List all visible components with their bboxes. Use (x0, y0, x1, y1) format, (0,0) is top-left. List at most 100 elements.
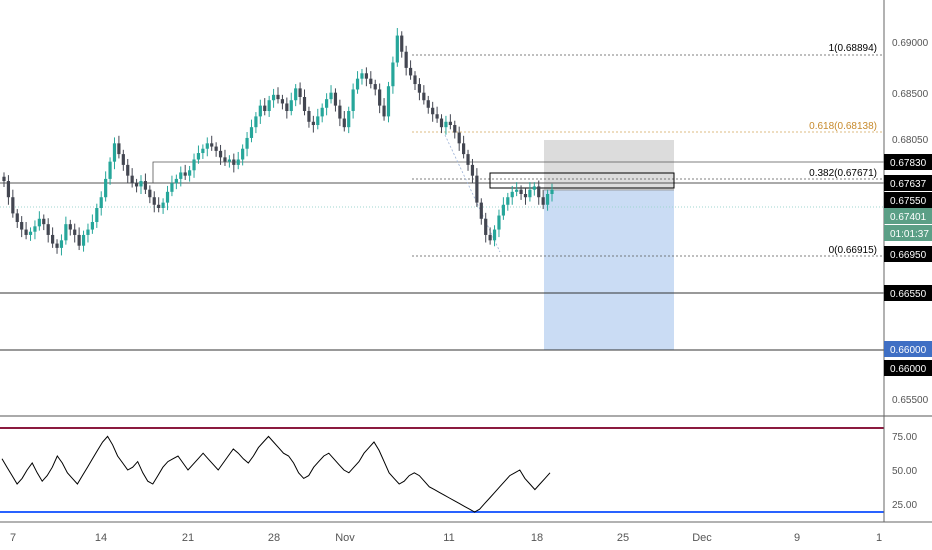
price-label-66000: 0.66000 (890, 364, 927, 375)
candle-body (174, 178, 178, 184)
price-label-67637-bg (884, 175, 932, 191)
candle-body (210, 143, 214, 147)
current-price-label: 0.67401 (890, 212, 927, 223)
candles-layer (2, 28, 554, 256)
candle-body (90, 222, 94, 230)
candle-body (462, 143, 466, 155)
price-tick-68500: 0.68500 (892, 89, 929, 100)
candle-body (152, 197, 156, 205)
candle-body (205, 143, 209, 149)
candle-body (537, 186, 541, 198)
price-label-67550-bg (884, 192, 932, 208)
supply-zone-box[interactable] (489, 172, 675, 189)
candle-body (46, 224, 50, 235)
candle-body (51, 234, 55, 244)
price-label-66000-blue: 0.66000 (890, 345, 927, 356)
candle-body (6, 181, 11, 198)
price-label-67830: 0.67830 (890, 158, 927, 169)
price-label-67637: 0.67637 (890, 179, 927, 190)
current-price-label-bg (884, 208, 932, 224)
rsi-axis[interactable]: 75.00 50.00 25.00 (892, 432, 917, 511)
time-axis[interactable]: 7 14 21 28 Nov 11 18 25 Dec 9 1 (10, 532, 882, 544)
candle-body (342, 118, 346, 128)
time-tick-7: 7 (10, 532, 16, 544)
candle-body (148, 189, 152, 198)
candle-body (541, 197, 545, 205)
candle-body (338, 105, 342, 119)
level-67830[interactable] (152, 161, 884, 183)
candle-body (2, 176, 6, 182)
price-label-66950-bg (884, 246, 932, 262)
candle-body (271, 94, 276, 101)
candle-body (320, 107, 324, 117)
stop-zone[interactable] (544, 140, 674, 190)
candle-body (24, 229, 28, 235)
candle-body (364, 73, 368, 79)
candle-body (64, 224, 68, 241)
candle-body (373, 84, 377, 90)
rsi-tick-75: 75.00 (892, 432, 917, 443)
candle-body (157, 204, 161, 208)
fibonacci-retracement[interactable]: 1(0.68894) 0.618(0.68138) 0.382(0.67671)… (412, 43, 884, 257)
candle-body (139, 181, 143, 187)
fib-label-1: 1(0.68894) (829, 43, 877, 54)
time-tick-18: 18 (531, 532, 543, 544)
candle-body (545, 193, 550, 205)
target-zone[interactable] (544, 190, 674, 350)
candle-body (413, 75, 417, 85)
candle-body (444, 121, 448, 128)
time-tick-21: 21 (182, 532, 194, 544)
rsi-tick-50: 50.00 (892, 466, 917, 477)
candle-body (165, 191, 170, 203)
candle-body (333, 92, 338, 106)
candle-body (77, 234, 81, 246)
candle-body (214, 146, 218, 151)
price-label-67550: 0.67550 (890, 196, 927, 207)
candle-body (121, 154, 125, 165)
candle-body (28, 231, 33, 235)
candle-body (329, 92, 333, 100)
price-tick-65500: 0.65500 (892, 395, 929, 406)
candle-body (294, 88, 298, 101)
time-tick-1: 1 (876, 532, 882, 544)
candle-body (201, 148, 205, 154)
candle-body (241, 148, 245, 160)
candle-body (408, 67, 413, 76)
candle-body (360, 73, 364, 79)
candle-body (117, 143, 121, 155)
price-label-66950: 0.66950 (890, 250, 927, 261)
candle-body (325, 99, 329, 108)
time-tick-28: 28 (268, 532, 280, 544)
price-label-66550: 0.66550 (890, 289, 927, 300)
candle-body (218, 150, 223, 158)
price-axis[interactable]: 0.69000 0.68500 0.68050 0.67830 0.67637 … (884, 38, 932, 406)
candle-body (479, 202, 483, 219)
price-label-66000-blue-bg (884, 341, 932, 357)
candle-body (86, 229, 90, 235)
candle-body (112, 143, 117, 162)
candle-body (223, 157, 227, 162)
price-label-66550-bg (884, 285, 932, 301)
candle-body (466, 154, 470, 165)
candle-body (245, 137, 249, 149)
candle-body (81, 234, 86, 246)
candle-body (391, 62, 395, 87)
candle-body (395, 35, 399, 63)
candle-body (126, 164, 130, 176)
candle-body (523, 193, 528, 198)
candle-body (134, 183, 139, 187)
candle-body (196, 153, 201, 160)
candle-body (298, 88, 302, 97)
candle-body (484, 218, 488, 235)
candle-body (435, 114, 439, 119)
candle-body (422, 92, 426, 101)
candle-body (311, 121, 315, 126)
fib-label-0: 0(0.66915) (829, 245, 877, 256)
candle-body (37, 218, 41, 227)
position-tool[interactable] (544, 140, 674, 350)
candle-body (236, 159, 240, 165)
fib-label-618: 0.618(0.68138) (809, 121, 877, 132)
candle-body (369, 78, 373, 85)
time-tick-nov: Nov (335, 532, 355, 544)
